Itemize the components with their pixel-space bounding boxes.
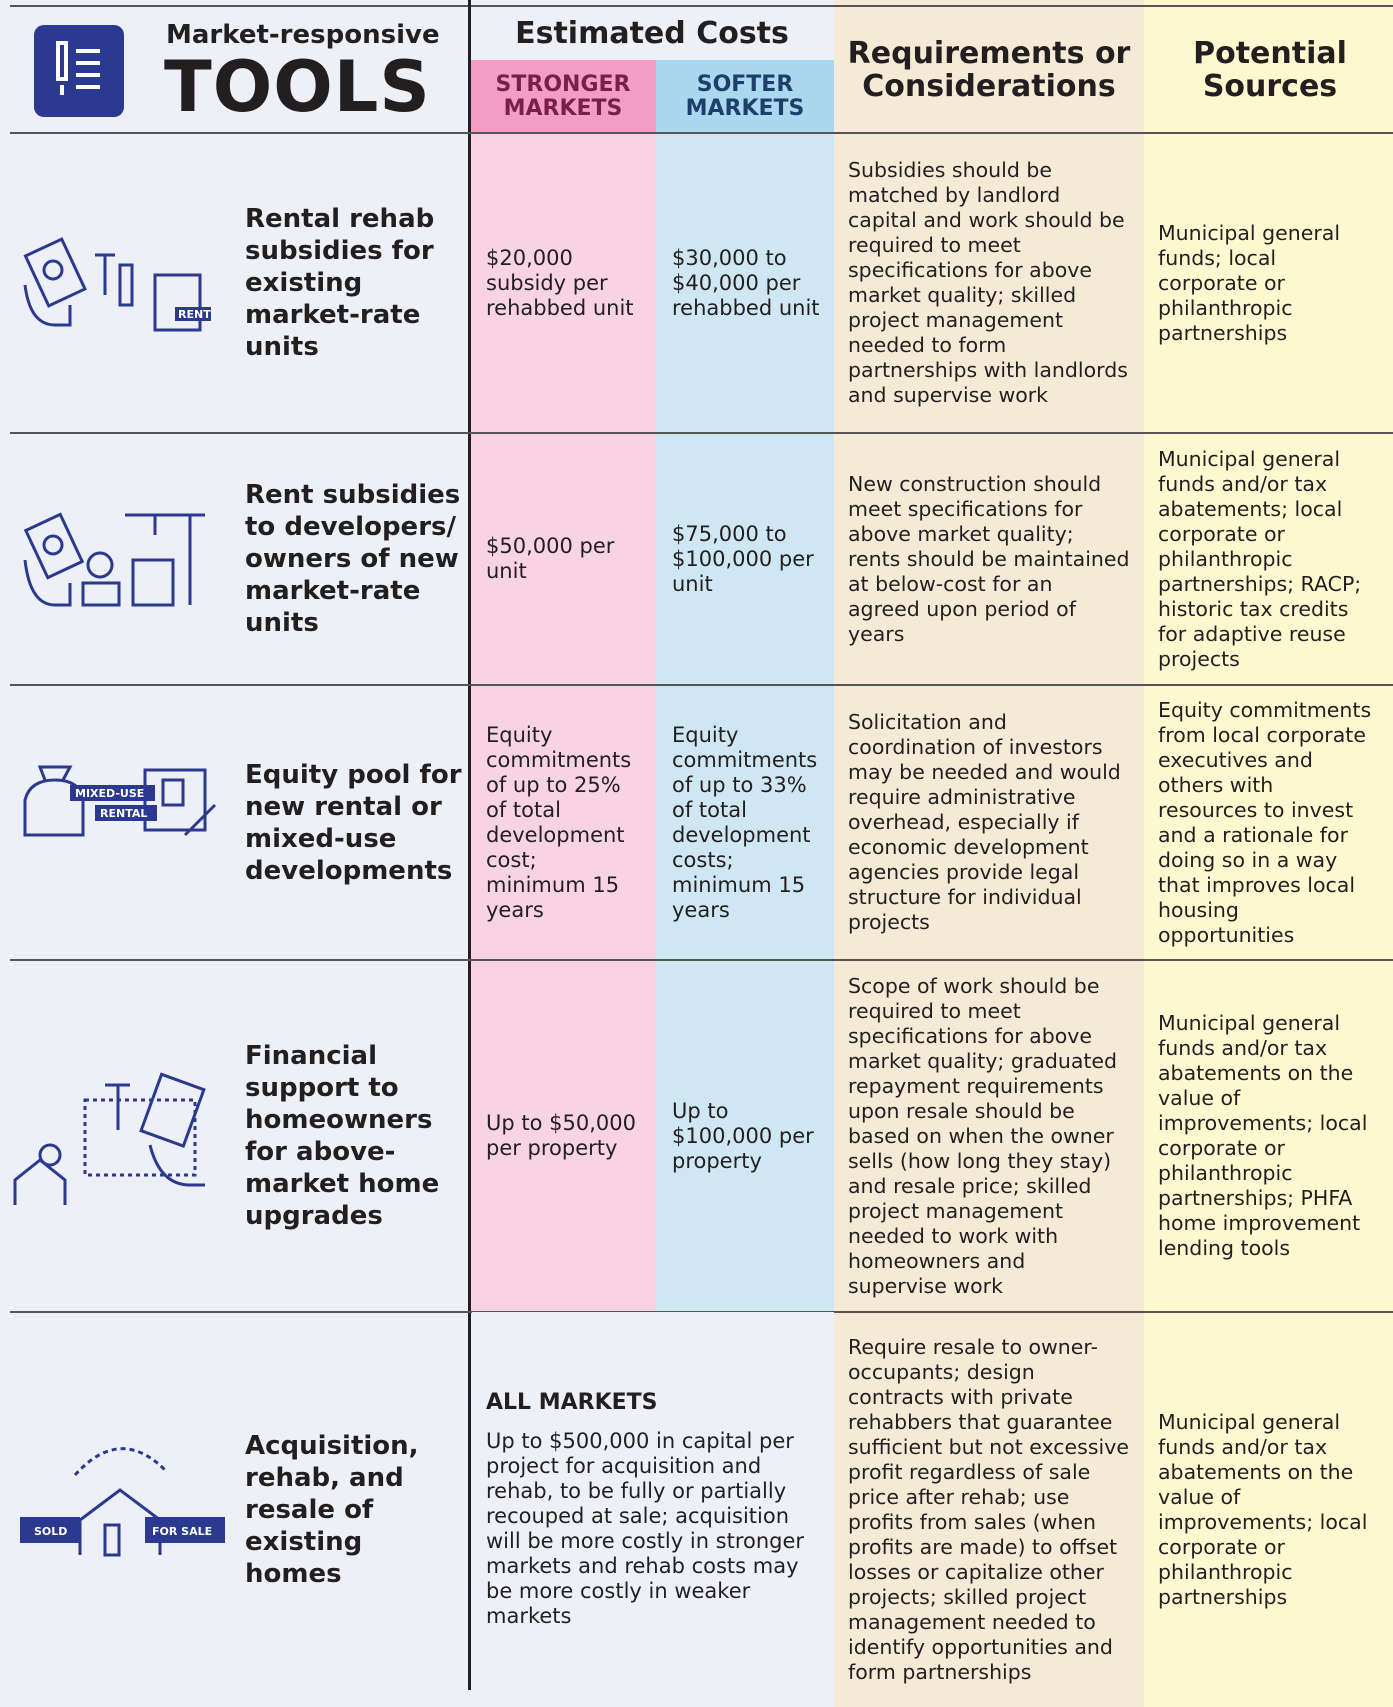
stronger-cost: $50,000 per unit [486, 534, 615, 583]
tools-icon [34, 25, 124, 117]
icon-label: RENT [178, 308, 211, 321]
row-rule [10, 132, 1393, 134]
equity-icon: MIXED-USE RENTAL [23, 765, 217, 837]
sources: Equity commitments from local corporate … [1158, 697, 1372, 947]
icon-label: SOLD [34, 1525, 67, 1538]
sources: Municipal general funds; local corporate… [1158, 220, 1341, 345]
softer-bg [656, 60, 834, 1312]
softer-header-bg [656, 60, 834, 133]
all-markets: ALL MARKETS Up to $500,000 in capital per… [472, 1312, 834, 1707]
icon-label: MIXED-USE [75, 787, 144, 800]
tool-name: Financial support to homeowners for abov… [245, 1041, 440, 1231]
stronger-cost: Equity commitments of up to 25% of total… [486, 722, 632, 922]
stronger-bg [470, 60, 656, 1312]
top-rule [10, 5, 1393, 7]
tool-name: Acquisition, rehab, and resale of existi… [245, 1430, 419, 1589]
requirements-header: Requirements or Considerations [847, 36, 1131, 104]
kicker: Market-responsive [166, 20, 440, 50]
divider [468, 0, 471, 1690]
requirements-bg [834, 0, 1144, 1707]
estimated-costs: Estimated Costs [515, 15, 789, 51]
softer-cost: $75,000 to $100,000 per unit [672, 521, 814, 596]
construction-icon [23, 512, 205, 607]
homeowner-icon [13, 1072, 206, 1205]
sources: Municipal general funds and/or tax abate… [1158, 1409, 1368, 1609]
requirements: Scope of work should be required to meet… [848, 973, 1118, 1298]
all-markets-heading: ALL MARKETS [486, 1390, 658, 1415]
sources: Municipal general funds and/or tax abate… [1158, 1011, 1368, 1260]
tool-name: Rental rehab subsidies for existing mark… [245, 204, 435, 362]
softer-cost: Up to $100,000 per property [672, 1098, 814, 1173]
softer-cost: $30,000 to $40,000 per rehabbed unit [672, 245, 820, 320]
row-rule [10, 432, 1393, 434]
row-rule [10, 959, 1393, 961]
all-markets-text: Up to $500,000 in capital per project fo… [486, 1429, 805, 1628]
softer-header: SOFTER MARKETS [685, 71, 805, 121]
requirements: Solicitation and coordination of investo… [848, 710, 1121, 934]
icon-label: RENTAL [100, 807, 147, 820]
stronger-header-bg [470, 60, 656, 133]
sources-header: Potential Sources [1193, 36, 1347, 104]
requirements: Require resale to owner-occupants; desig… [848, 1334, 1129, 1684]
resale-icon: SOLD FOR SALE [20, 1447, 225, 1557]
tools-icon-glyph [56, 41, 100, 95]
stronger-cost: $20,000 subsidy per rehabbed unit [486, 245, 634, 320]
rehab-icon: RENT [23, 237, 211, 332]
stronger-cost: Up to $50,000 per property [486, 1111, 636, 1160]
stronger-header: STRONGER MARKETS [495, 71, 631, 121]
requirements: Subsidies should be matched by landlord … [848, 158, 1128, 407]
title: TOOLS [164, 46, 431, 128]
sources: Municipal general funds and/or tax abate… [1158, 446, 1362, 671]
tool-name: Equity pool for new rental or mixed-use … [245, 759, 462, 886]
row-rule [10, 684, 1393, 686]
icon-label: FOR SALE [152, 1525, 212, 1538]
sources-bg [1144, 0, 1393, 1707]
softer-cost: Equity commitments of up to 33% of total… [672, 722, 818, 922]
tool-name: Rent subsidies to developers/ owners of … [245, 480, 461, 638]
requirements: New construction should meet specificati… [848, 471, 1130, 646]
